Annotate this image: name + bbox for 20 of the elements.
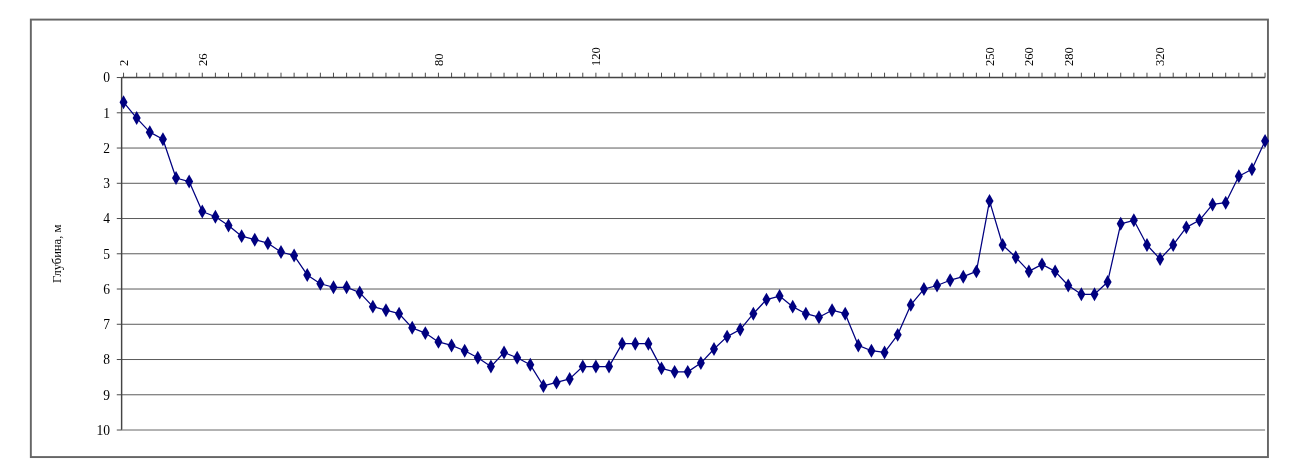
y-axis-title: Глубина, м <box>49 224 64 283</box>
y-tick-label: 5 <box>103 246 111 262</box>
y-tick-label: 7 <box>103 317 111 333</box>
y-tick-label: 1 <box>103 105 111 121</box>
x-tick-label: 320 <box>1153 47 1168 66</box>
y-tick-label: 8 <box>103 352 111 368</box>
x-tick-label: 250 <box>982 47 997 66</box>
y-tick-label: 6 <box>103 281 111 297</box>
x-tick-label: 280 <box>1061 47 1076 66</box>
y-tick-label: 10 <box>96 422 111 438</box>
x-tick-label: 120 <box>589 47 604 66</box>
x-tick-label: 2 <box>116 59 131 66</box>
y-tick-label: 9 <box>103 387 111 403</box>
x-tick-label: 80 <box>431 53 446 66</box>
x-tick-label: 260 <box>1022 47 1037 66</box>
y-tick-label: 3 <box>103 176 111 192</box>
y-tick-label: 2 <box>103 140 111 156</box>
y-tick-label: 0 <box>103 70 111 86</box>
x-tick-label: 26 <box>195 53 210 66</box>
y-tick-label: 4 <box>103 211 111 227</box>
